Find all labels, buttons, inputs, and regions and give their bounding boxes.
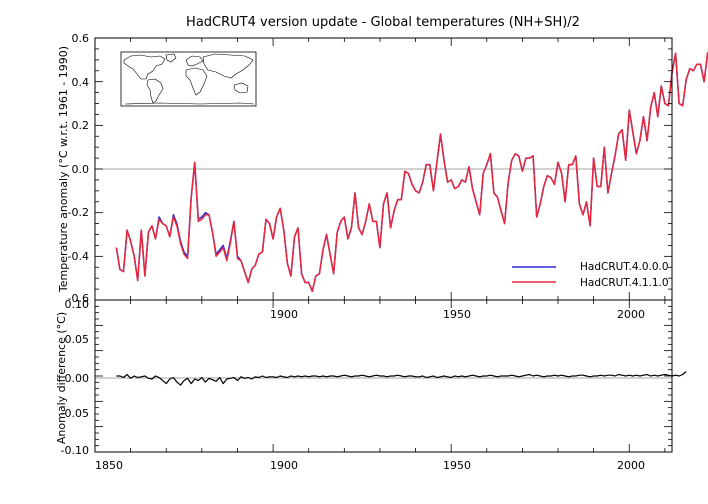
top-y-axis-label: Temperature anomaly (°C w.r.t. 1961 - 19…: [57, 46, 70, 293]
legend-label-hadcrut-4110: HadCRUT.4.1.1.0: [580, 277, 669, 289]
bottom-x-tick-label: 1850: [95, 459, 123, 472]
top-y-tick-label: 0.4: [72, 76, 90, 89]
asia-outline: [202, 53, 254, 79]
africa-outline: [185, 67, 208, 96]
top-y-tick-label: -0.6: [68, 292, 89, 305]
bottom-y-tick-label: -0.10: [61, 444, 89, 457]
legend: HadCRUT.4.0.0.0 HadCRUT.4.1.1.0: [512, 261, 669, 289]
chart-title: HadCRUT4 version update - Global tempera…: [186, 15, 580, 30]
antarctica-outline: [124, 102, 255, 105]
bottom-panel: 0.10 0.05 0.00 -0.05 -0.10 1850 1900 195…: [55, 298, 687, 472]
bottom-series-line-0: [116, 370, 687, 386]
top-y-tick-label: 0.6: [72, 32, 90, 45]
bottom-y-tick-label: 0.10: [65, 298, 90, 311]
top-x-tick-label: 1900: [270, 308, 298, 321]
top-x-tick-label: 2000: [617, 308, 645, 321]
bottom-x-tick-label: 1900: [270, 459, 298, 472]
greenland-outline: [165, 53, 177, 63]
top-panel: 0.6 0.4 0.2 0.0 -0.2 -0.4 -0.6 1900 1950…: [57, 15, 708, 321]
top-x-tick-label: 1950: [443, 308, 471, 321]
legend-label-hadcrut-4000: HadCRUT.4.0.0.0: [580, 261, 669, 273]
top-y-tick-label: -0.2: [68, 206, 89, 219]
australia-outline: [233, 82, 249, 94]
bottom-x-tick-label: 1950: [443, 459, 471, 472]
bottom-x-tick-label: 2000: [617, 459, 645, 472]
bottom-y-axis-label: Anomaly difference (°C): [55, 312, 68, 444]
bottom-y-tick-label: 0.00: [65, 372, 90, 385]
top-series-line-1: [115, 51, 708, 293]
world-map-inset: [120, 51, 257, 107]
top-y-tick-label: 0.0: [72, 163, 90, 176]
top-y-tick-label: 0.2: [72, 119, 90, 132]
top-series-group: [115, 51, 708, 293]
europe-outline: [185, 55, 204, 67]
north-america-outline: [123, 54, 166, 80]
bottom-y-tick-label: -0.05: [61, 407, 89, 420]
bottom-tick-marks: [94, 299, 672, 453]
bottom-y-tick-label: 0.05: [65, 333, 90, 346]
bottom-series-group: [116, 370, 687, 386]
south-america-outline: [146, 78, 164, 104]
top-y-tick-label: -0.4: [68, 250, 89, 263]
